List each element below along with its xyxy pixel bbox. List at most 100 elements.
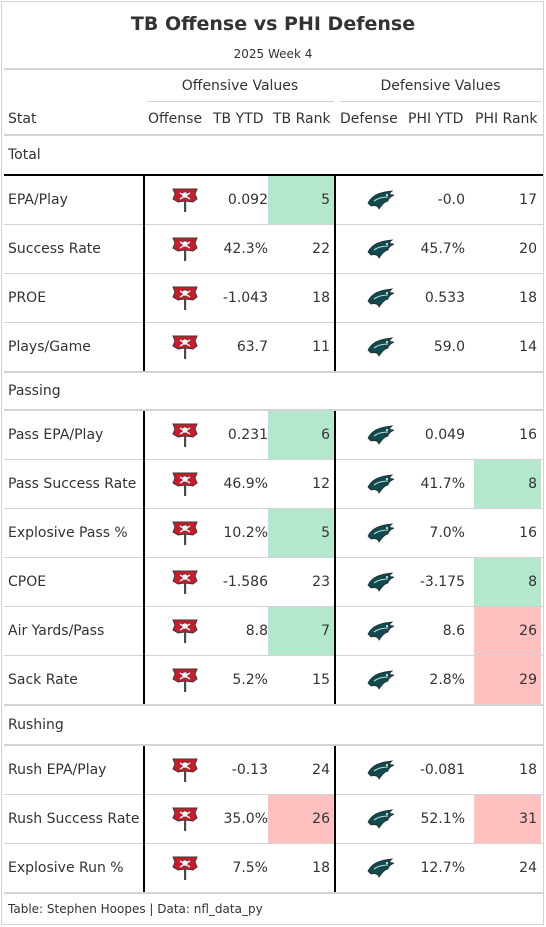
row-divider [4, 557, 543, 558]
phi-rank-cell: 18 [519, 290, 537, 306]
buccaneers-flag-logo-icon [170, 558, 200, 606]
stat-name-cell: Sack Rate [8, 672, 78, 688]
table-row: Sack Rate 5.2% 15 2.8% 29 [4, 656, 543, 705]
eagles-head-logo-icon [366, 746, 396, 794]
spanner-offensive-values: Offensive Values [181, 78, 299, 94]
phi-ytd-cell: 52.1% [420, 811, 465, 827]
column-header-phi-ytd: PHI YTD [408, 111, 464, 127]
phi-rank-cell: 14 [519, 339, 537, 355]
column-header-phi-rank: PHI Rank [475, 111, 538, 127]
tb-rank-cell: 6 [268, 411, 334, 459]
tb-ytd-cell: -1.043 [222, 290, 268, 306]
tb-ytd-cell: 8.8 [245, 623, 268, 639]
buccaneers-flag-logo-icon [170, 844, 200, 892]
phi-ytd-cell: 0.049 [424, 427, 465, 443]
phi-rank-cell: 17 [519, 192, 537, 208]
tb-ytd-cell: 0.231 [227, 427, 268, 443]
phi-ytd-cell: -0.0 [437, 192, 465, 208]
tb-ytd-cell: 7.5% [232, 860, 268, 876]
row-group-end-rule [4, 371, 543, 373]
eagles-head-logo-icon [366, 844, 396, 892]
tb-ytd-cell: 42.3% [223, 241, 268, 257]
phi-ytd-cell: 45.7% [420, 241, 465, 257]
buccaneers-flag-logo-icon [170, 323, 200, 371]
table-row: Pass EPA/Play 0.231 6 0.049 16 [4, 411, 543, 460]
tb-rank-cell: 5 [268, 176, 334, 224]
tb-rank-cell: 26 [268, 795, 334, 843]
buccaneers-flag-logo-icon [170, 607, 200, 655]
phi-ytd-cell: 59.0 [433, 339, 465, 355]
eagles-head-logo-icon [366, 558, 396, 606]
tb-ytd-cell: 5.2% [232, 672, 268, 688]
table-row: Plays/Game 63.7 11 59.0 14 [4, 323, 543, 372]
stat-name-cell: Air Yards/Pass [8, 623, 105, 639]
tb-ytd-cell: 0.092 [227, 192, 268, 208]
tb-rank-cell: 12 [312, 476, 330, 492]
row-divider [4, 224, 543, 225]
row-group-rule [4, 409, 543, 411]
column-divider [334, 746, 336, 892]
phi-ytd-cell: 0.533 [424, 290, 465, 306]
row-group-label: Total [8, 147, 41, 163]
column-divider [143, 746, 145, 892]
buccaneers-flag-logo-icon [170, 795, 200, 843]
tb-ytd-cell: 63.7 [236, 339, 268, 355]
header-top-rule [4, 68, 543, 70]
buccaneers-flag-logo-icon [170, 509, 200, 557]
row-divider [4, 606, 543, 607]
table-row: PROE -1.043 18 0.533 18 [4, 274, 543, 323]
spanner-defensive-values: Defensive Values [380, 78, 501, 94]
table-row: Rush Success Rate 35.0% 26 52.1% 31 [4, 795, 543, 844]
column-divider [334, 411, 336, 704]
phi-rank-cell: 18 [519, 762, 537, 778]
phi-rank-cell: 8 [474, 558, 541, 606]
tb-rank-cell: 15 [312, 672, 330, 688]
stat-name-cell: EPA/Play [8, 192, 68, 208]
tb-ytd-cell: 46.9% [223, 476, 268, 492]
tb-rank-cell: 7 [268, 607, 334, 655]
row-group-label: Passing [8, 383, 61, 399]
buccaneers-flag-logo-icon [170, 656, 200, 704]
phi-rank-cell: 29 [474, 656, 541, 704]
stat-name-cell: Rush EPA/Play [8, 762, 107, 778]
tb-rank-cell: 18 [312, 290, 330, 306]
row-divider [4, 794, 543, 795]
table-row: Air Yards/Pass 8.8 7 8.6 26 [4, 607, 543, 656]
eagles-head-logo-icon [366, 460, 396, 508]
eagles-head-logo-icon [366, 509, 396, 557]
row-divider [4, 322, 543, 323]
stat-name-cell: PROE [8, 290, 47, 306]
phi-rank-cell: 8 [474, 460, 541, 508]
table-title: TB Offense vs PHI Defense [130, 13, 416, 35]
phi-rank-cell: 24 [519, 860, 537, 876]
spanner-offense-rule [147, 101, 334, 102]
table-row: Explosive Pass % 10.2% 5 7.0% 16 [4, 509, 543, 558]
tb-ytd-cell: -1.586 [222, 574, 268, 590]
eagles-head-logo-icon [366, 323, 396, 371]
buccaneers-flag-logo-icon [170, 225, 200, 273]
table-row: CPOE -1.586 23 -3.175 8 [4, 558, 543, 607]
table-source-note: Table: Stephen Hoopes | Data: nfl_data_p… [8, 902, 263, 916]
stat-name-cell: Rush Success Rate [8, 811, 140, 827]
phi-rank-cell: 16 [519, 427, 537, 443]
tb-rank-cell: 22 [312, 241, 330, 257]
row-divider [4, 655, 543, 656]
phi-ytd-cell: 2.8% [429, 672, 465, 688]
row-divider [4, 843, 543, 844]
phi-ytd-cell: 8.6 [442, 623, 465, 639]
buccaneers-flag-logo-icon [170, 274, 200, 322]
tb-rank-cell: 18 [312, 860, 330, 876]
phi-ytd-cell: 12.7% [420, 860, 465, 876]
eagles-head-logo-icon [366, 176, 396, 224]
table-row: EPA/Play 0.092 5 -0.0 17 [4, 176, 543, 225]
stat-name-cell: Explosive Pass % [8, 525, 128, 541]
table-bottom-rule [4, 892, 543, 894]
eagles-head-logo-icon [366, 411, 396, 459]
tb-rank-cell: 24 [312, 762, 330, 778]
phi-rank-cell: 31 [474, 795, 541, 843]
phi-rank-cell: 16 [519, 525, 537, 541]
table-row: Rush EPA/Play -0.13 24 -0.081 18 [4, 746, 543, 795]
row-group-end-rule [4, 704, 543, 706]
column-header-stat: Stat [8, 111, 37, 127]
phi-rank-cell: 20 [519, 241, 537, 257]
